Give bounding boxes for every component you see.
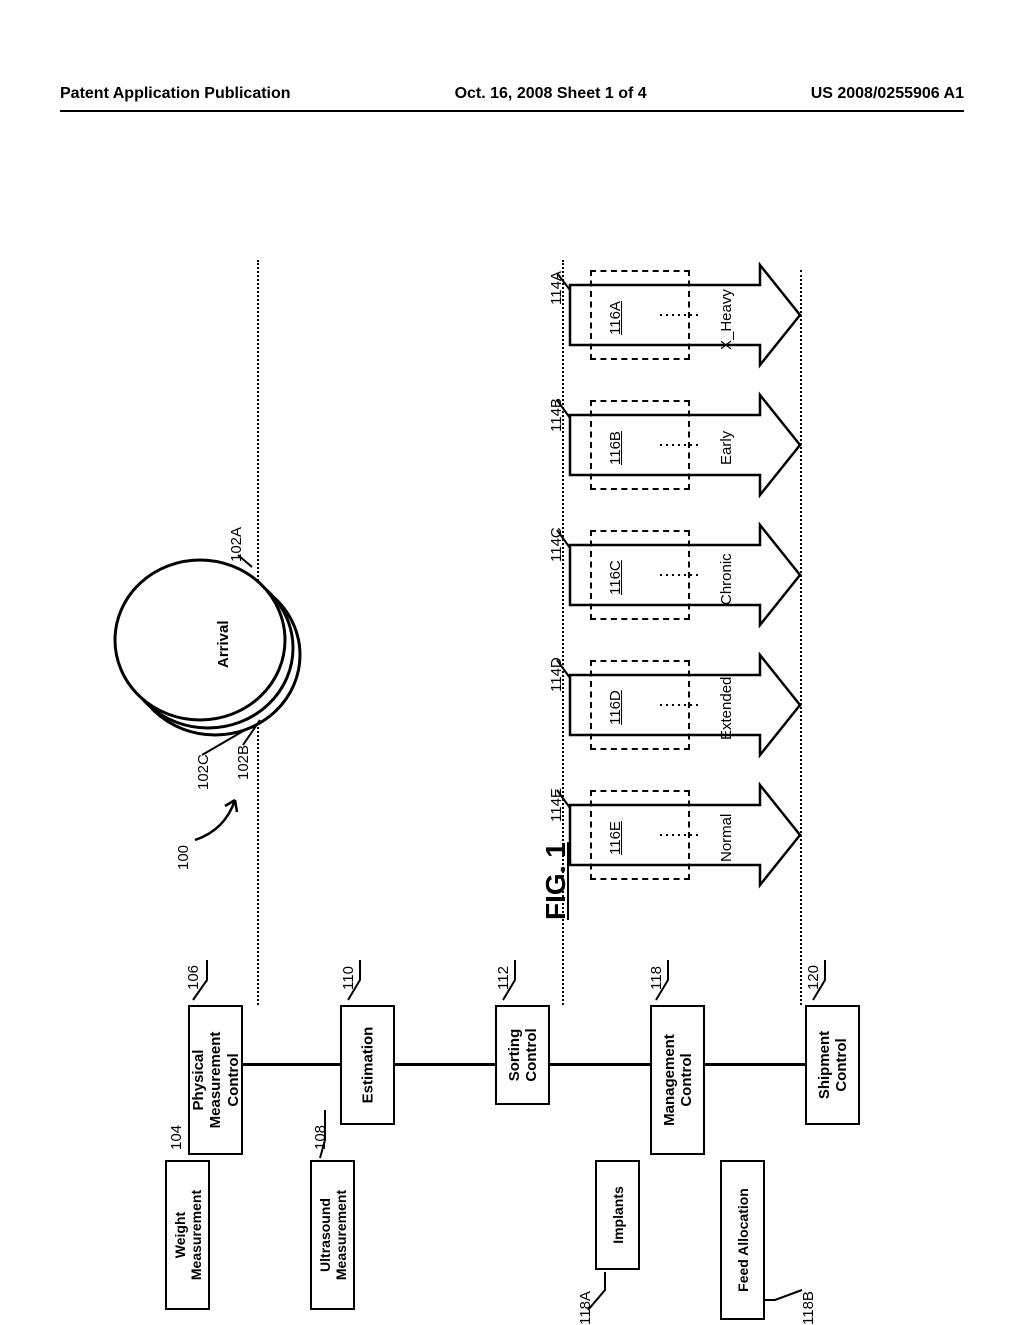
ref-116E: 116E <box>607 821 624 855</box>
ref-116A: 116A <box>607 301 624 335</box>
dashed-116B <box>590 400 690 490</box>
box-estimation: Estimation <box>340 1005 395 1125</box>
ref-116C: 116C <box>607 560 624 595</box>
label-management-control: ManagementControl <box>660 1034 695 1126</box>
dashed-116E <box>590 790 690 880</box>
lane-label-B: Early <box>718 431 735 465</box>
ref-112: 112 <box>495 966 512 990</box>
ref-106: 106 <box>185 965 202 990</box>
label-shipment-control: ShipmentControl <box>815 1031 850 1099</box>
label-estimation: Estimation <box>359 1027 376 1104</box>
box-shipment-control: ShipmentControl <box>805 1005 860 1125</box>
figure-label: FIG. 1 <box>540 842 572 920</box>
label-physical-measurement-control: Physical Measurement Control <box>190 1032 242 1129</box>
dotted-guide-after-112 <box>562 260 564 1005</box>
label-weight-measurement: WeightMeasurement <box>171 1190 203 1280</box>
dotted-guide-after-120 <box>800 270 802 1005</box>
label-ultrasound-measurement: UltrasoundMeasurement <box>316 1190 348 1280</box>
lane-label-A: X_Heavy <box>718 289 735 350</box>
ref-102A: 102A <box>228 527 245 562</box>
ref-114B: 114B <box>548 398 565 432</box>
ref-104: 104 <box>168 1125 185 1150</box>
lane-label-E: Normal <box>718 814 735 862</box>
ref-118: 118 <box>648 966 665 990</box>
box-weight-measurement: WeightMeasurement <box>165 1160 210 1310</box>
header-right: US 2008/0255906 A1 <box>811 85 964 103</box>
label-implants: Implants <box>609 1186 625 1244</box>
ref-102C: 102C <box>195 754 212 790</box>
ref-114C: 114C <box>548 527 565 562</box>
label-feed-allocation: Feed Allocation <box>734 1188 750 1292</box>
link-110-112 <box>395 1063 495 1066</box>
ref-100: 100 <box>175 845 192 870</box>
box-feed-allocation: Feed Allocation <box>720 1160 765 1320</box>
ref-116B: 116B <box>607 431 624 465</box>
ref-102B: 102B <box>235 745 252 780</box>
link-118-120 <box>705 1063 805 1066</box>
link-106-110 <box>243 1063 340 1066</box>
box-ultrasound-measurement: UltrasoundMeasurement <box>310 1160 355 1310</box>
dashed-116A <box>590 270 690 360</box>
lane-label-D: Extended <box>718 677 735 740</box>
ref-116D: 116D <box>607 690 624 725</box>
box-management-control: ManagementControl <box>650 1005 705 1155</box>
lane-label-C: Chronic <box>718 553 735 605</box>
box-sorting-control: SortingControl <box>495 1005 550 1105</box>
link-112-118 <box>550 1063 650 1066</box>
box-physical-measurement-control: Physical Measurement Control <box>188 1005 243 1155</box>
ref-114D: 114D <box>548 657 565 692</box>
header-center: Oct. 16, 2008 Sheet 1 of 4 <box>455 85 647 103</box>
ref-114E: 114E <box>548 788 565 822</box>
ref-120: 120 <box>805 965 822 990</box>
ref-110: 110 <box>340 966 357 990</box>
dotted-guide-after-106 <box>257 260 259 1005</box>
header-left: Patent Application Publication <box>60 85 291 103</box>
arrival-label: Arrival <box>215 620 232 668</box>
dashed-116D <box>590 660 690 750</box>
label-sorting-control: SortingControl <box>505 1028 540 1081</box>
dashed-116C <box>590 530 690 620</box>
box-implants: Implants <box>595 1160 640 1270</box>
ref-108: 108 <box>312 1125 329 1150</box>
ref-114A: 114A <box>548 271 565 305</box>
header-rule <box>60 110 964 112</box>
